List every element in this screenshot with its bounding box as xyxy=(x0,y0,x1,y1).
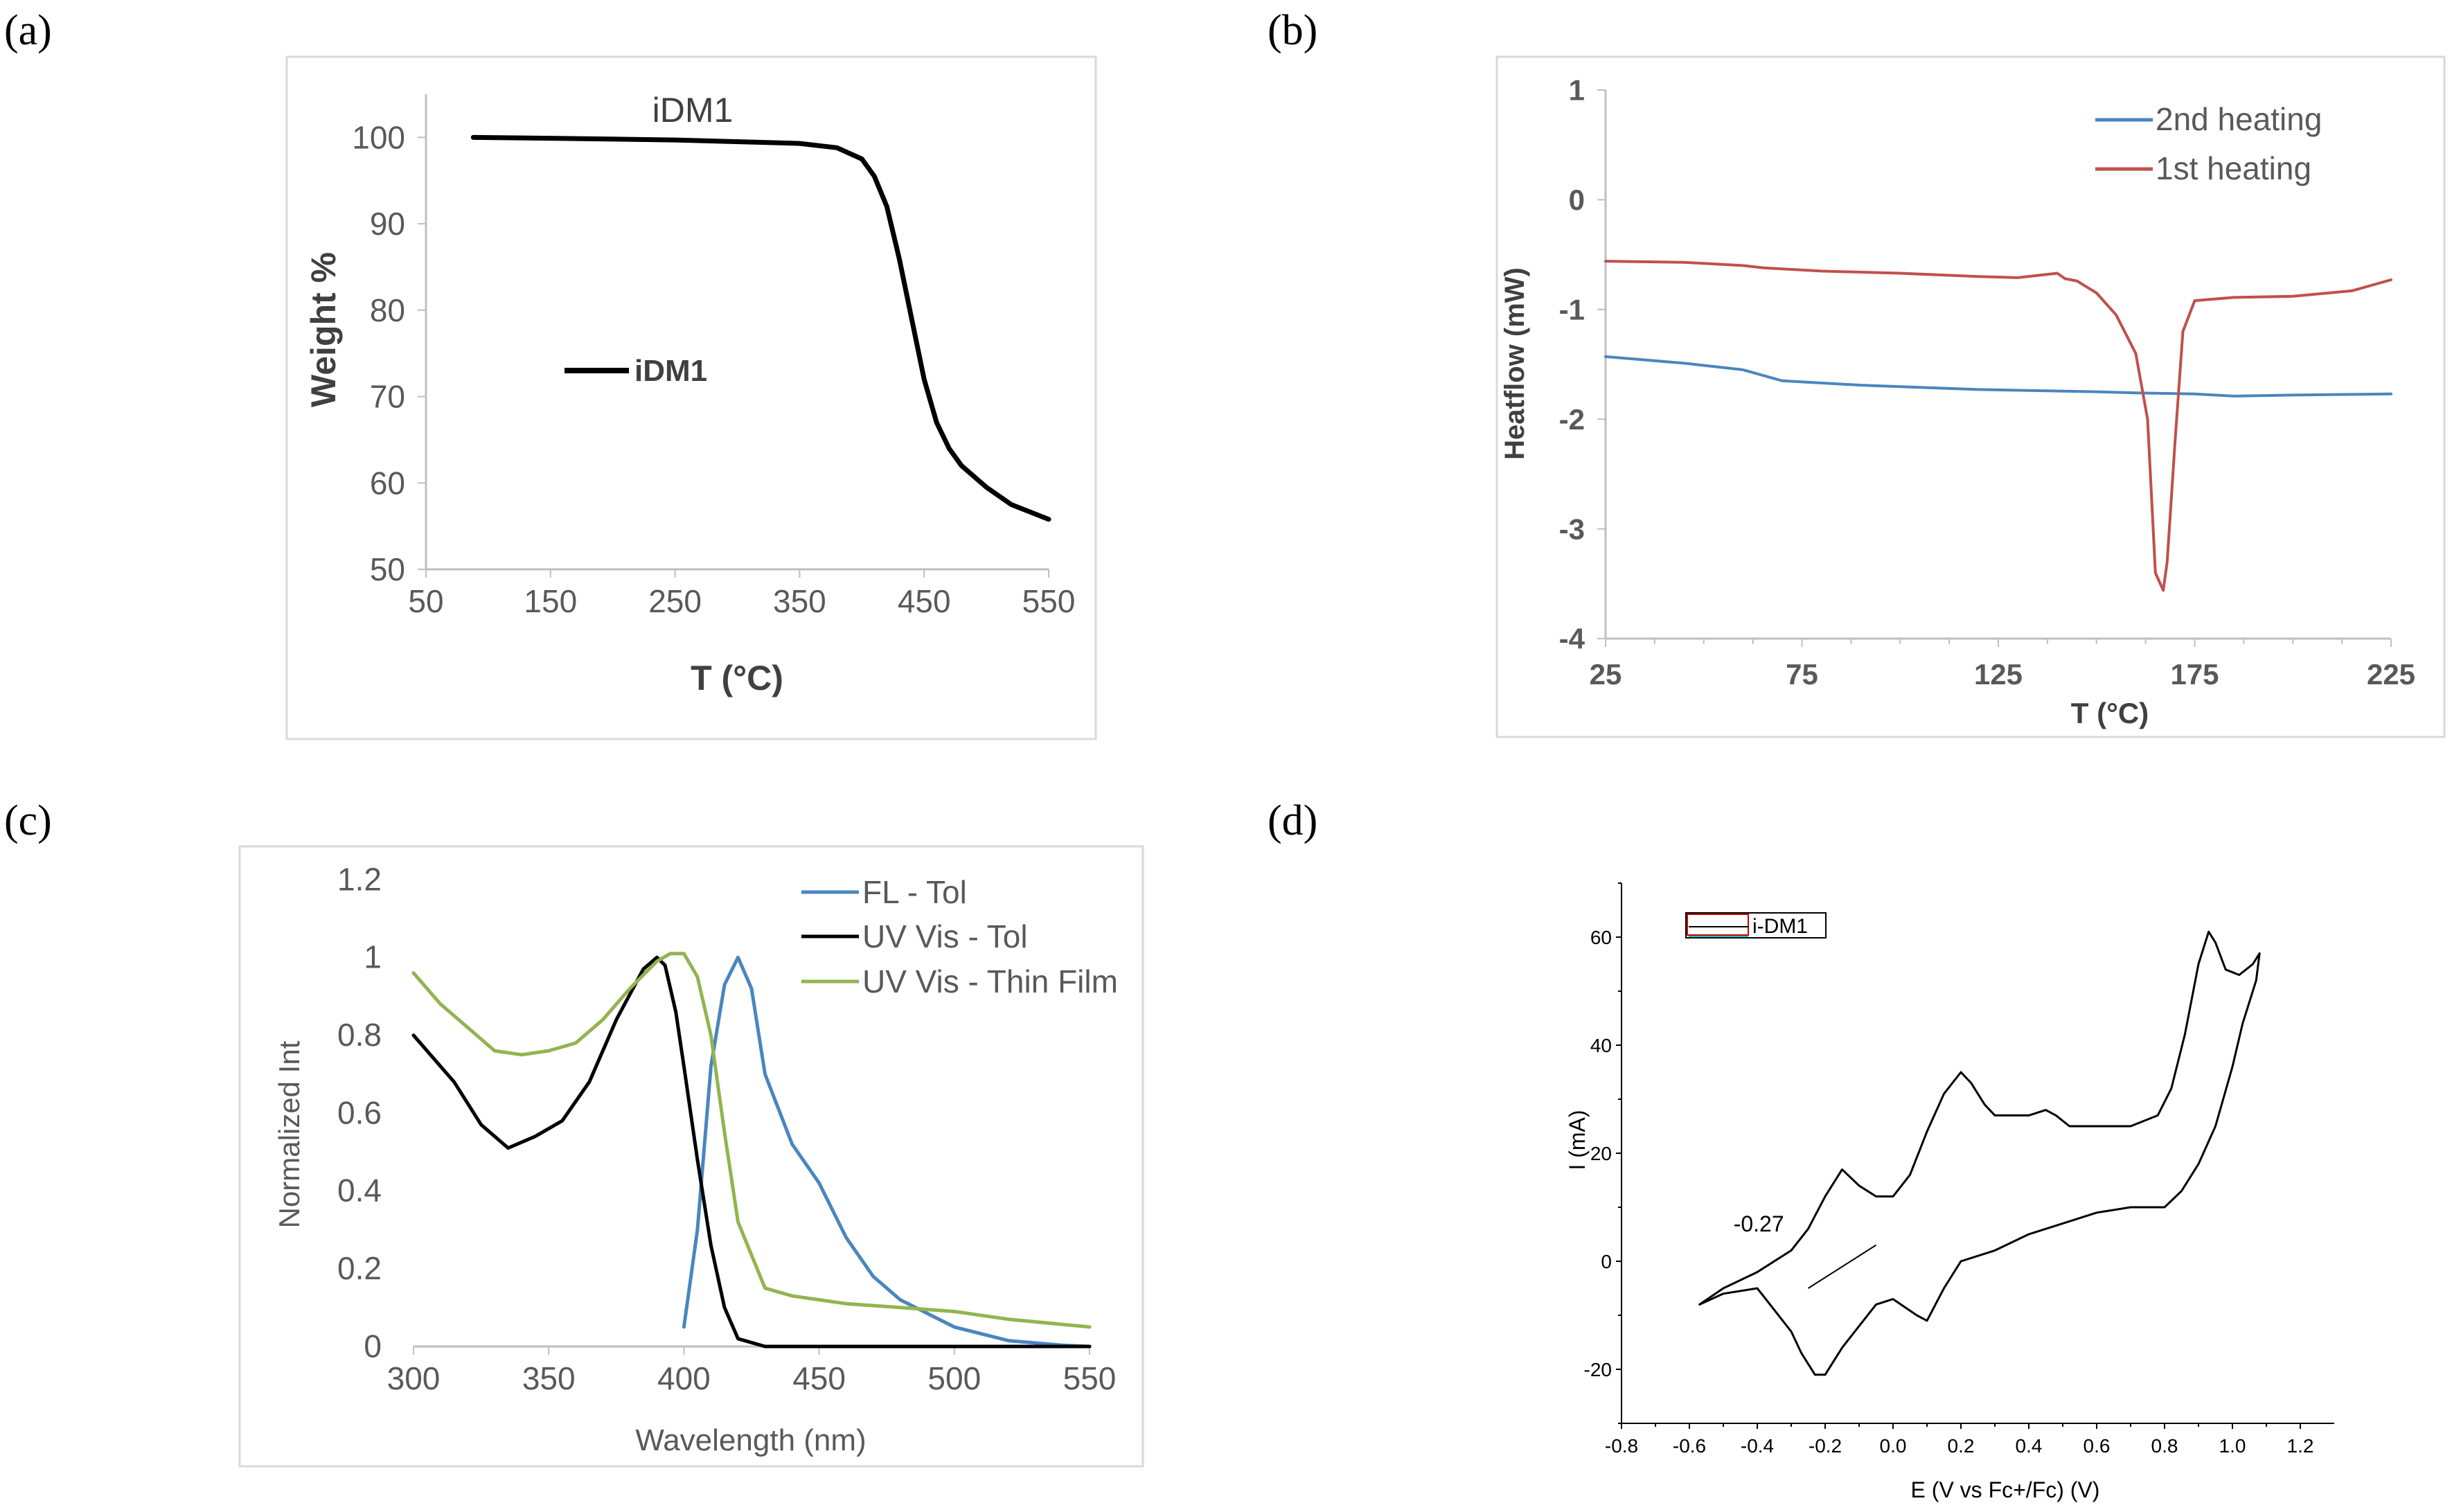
chart-d-xtick-label: -0.2 xyxy=(1809,1435,1842,1457)
chart-d-ytick-label: 40 xyxy=(1590,1035,1612,1056)
chart-b-legend-label-2nd: 2nd heating xyxy=(2156,101,2322,137)
chart-a-xtick-label: 450 xyxy=(898,583,951,619)
chart-d-xtick-label: 1.2 xyxy=(2287,1435,2314,1457)
chart-d-ytick-label: -20 xyxy=(1584,1359,1612,1380)
chart-a-xtick-label: 150 xyxy=(524,583,577,619)
chart-b-frame xyxy=(1495,55,2446,738)
chart-d-ytick-label: 0 xyxy=(1601,1251,1612,1272)
chart-b-ytick-label: -2 xyxy=(1559,403,1585,436)
chart-b-ytick-label: -1 xyxy=(1559,294,1585,326)
chart-a-title: iDM1 xyxy=(652,91,734,130)
chart-c-ytick-label: 0 xyxy=(364,1328,382,1364)
chart-b-xtick-label: 175 xyxy=(2170,658,2219,691)
chart-c-legend-label-uv: UV Vis - Tol xyxy=(862,918,1028,954)
chart-c-frame xyxy=(238,845,1144,1468)
panel-label-a: (a) xyxy=(4,7,52,54)
chart-b-ytick-label: 0 xyxy=(1569,184,1585,216)
chart-c-series-uv-vis-tol xyxy=(411,955,1092,1349)
chart-c-ytick-label: 1 xyxy=(364,939,382,975)
chart-d-xtick-label: 0.2 xyxy=(1948,1435,1975,1457)
chart-d-xtick-label: 1.0 xyxy=(2219,1435,2246,1457)
chart-d-legend-box xyxy=(1685,912,1827,939)
chart-c-ytick-label: 1.2 xyxy=(337,861,382,897)
chart-a-xtick-label: 350 xyxy=(773,583,826,619)
chart-d-onset-annotation: -0.27 xyxy=(1734,1211,1784,1236)
chart-d-xtick-label: -0.6 xyxy=(1673,1435,1706,1457)
chart-a-ylabel: Weight % xyxy=(304,252,343,407)
chart-d-xtick-label: 0.4 xyxy=(2016,1435,2043,1457)
chart-a-ytick-label: 50 xyxy=(370,551,405,587)
chart-c-xtick-label: 300 xyxy=(387,1360,441,1396)
chart-a-ytick-label: 100 xyxy=(352,119,405,155)
chart-c-axes: 300 350 400 450 500 550 0 0.2 0.4 0.6 0.8 1 1.2 xyxy=(337,861,1116,1396)
chart-d-xlabel: E (V vs Fc+/Fc) (V) xyxy=(1911,1477,2100,1502)
chart-d-xtick-label: -0.8 xyxy=(1605,1435,1638,1457)
chart-c-legend-label-fl: FL - Tol xyxy=(862,874,967,910)
chart-b-xtick-label: 25 xyxy=(1590,658,1622,691)
chart-b-ytick-label: -4 xyxy=(1559,623,1585,655)
chart-a-ytick-label: 60 xyxy=(370,465,405,501)
chart-d-onset-tangent xyxy=(1807,1244,1877,1289)
chart-a: 50 150 250 350 450 550 50 60 70 80 90 100 iDM1 T (°… xyxy=(285,55,1097,740)
chart-c-xlabel: Wavelength (nm) xyxy=(635,1423,866,1457)
chart-b-series-1st-heating xyxy=(1604,260,2392,592)
chart-c-xtick-label: 400 xyxy=(657,1360,711,1396)
chart-c-xtick-label: 450 xyxy=(792,1360,846,1396)
chart-d-xtick-label: 0.8 xyxy=(2151,1435,2178,1457)
chart-a-xtick-label: 550 xyxy=(1022,583,1076,619)
chart-a-legend-label: iDM1 xyxy=(634,354,707,388)
chart-c-legend-label-film: UV Vis - Thin Film xyxy=(862,963,1118,999)
chart-d-series-i-dm1 xyxy=(1698,930,2261,1376)
chart-c-ylabel: Normalized Int xyxy=(273,1040,305,1228)
chart-d-ytick-label: 20 xyxy=(1590,1143,1612,1164)
panel-label-d: (d) xyxy=(1268,797,1317,844)
chart-b-ytick-label: -3 xyxy=(1559,513,1585,545)
chart-d-xtick-label: 0.0 xyxy=(1880,1435,1907,1457)
chart-d-legend-label: i-DM1 xyxy=(1752,915,1808,938)
chart-c-xtick-label: 500 xyxy=(927,1360,981,1396)
chart-d-xtick-label: 0.6 xyxy=(2084,1435,2111,1457)
chart-c-xtick-label: 550 xyxy=(1063,1360,1117,1396)
panel-label-b: (b) xyxy=(1268,7,1317,54)
chart-c-ytick-label: 0.6 xyxy=(337,1094,382,1130)
chart-d: -0.8 -0.6 -0.4 -0.2 0.0 0.2 0.4 0.6 0.8 1.0 1.2 -20… xyxy=(1565,882,2334,1502)
chart-c-ytick-label: 0.2 xyxy=(337,1250,382,1286)
chart-c-ytick-label: 0.4 xyxy=(337,1173,382,1209)
chart-a-series-idm1 xyxy=(470,134,1051,522)
chart-d-legend-marker-box xyxy=(1687,914,1749,936)
chart-b-series-2nd-heating xyxy=(1604,355,2392,398)
chart-a-ytick-label: 80 xyxy=(370,292,405,328)
chart-a-xlabel: T (°C) xyxy=(691,659,783,697)
chart-b-ytick-label: 1 xyxy=(1569,74,1585,107)
chart-d-ytick-label: 60 xyxy=(1590,927,1612,948)
chart-b-xtick-label: 75 xyxy=(1786,658,1818,691)
chart-b-xlabel: T (°C) xyxy=(2071,697,2149,729)
chart-a-ytick-label: 70 xyxy=(370,379,405,415)
chart-b-xtick-label: 125 xyxy=(1974,658,2023,691)
chart-b-ylabel: Heatflow (mW) xyxy=(1500,267,1530,460)
chart-a-axes: 50 150 250 350 450 550 50 60 70 80 90 100 xyxy=(352,94,1075,619)
chart-c: 300 350 400 450 500 550 0 0.2 0.4 0.6 0.8 1 1.2 Wave… xyxy=(238,845,1144,1468)
chart-d-axes: -0.8 -0.6 -0.4 -0.2 0.0 0.2 0.4 0.6 0.8 1.0 1.2 -20… xyxy=(1584,882,2334,1457)
chart-c-series-fl-tol xyxy=(682,955,1092,1349)
chart-b-legend-label-1st: 1st heating xyxy=(2156,150,2311,186)
chart-b-axes: 25 75 125 175 225 1 0 -1 -2 -3 -4 xyxy=(1559,74,2415,691)
chart-d-ylabel: I (mA) xyxy=(1565,1110,1590,1170)
chart-a-xtick-label: 50 xyxy=(408,583,443,619)
chart-b-xtick-label: 225 xyxy=(2367,658,2415,691)
chart-a-xtick-label: 250 xyxy=(648,583,702,619)
chart-c-xtick-label: 350 xyxy=(522,1360,576,1396)
chart-a-ytick-label: 90 xyxy=(370,206,405,242)
chart-d-xtick-label: -0.4 xyxy=(1741,1435,1774,1457)
chart-c-ytick-label: 0.8 xyxy=(337,1017,382,1053)
chart-a-frame xyxy=(285,55,1097,740)
chart-b: 25 75 125 175 225 1 0 -1 -2 -3 -4 T (°C) Heatflow … xyxy=(1495,55,2446,738)
chart-c-series-uv-vis-thin-film xyxy=(411,952,1092,1329)
panel-label-c: (c) xyxy=(4,797,52,844)
